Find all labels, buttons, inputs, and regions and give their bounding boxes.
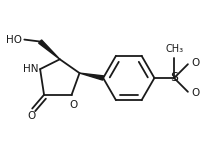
Text: O: O — [192, 58, 200, 68]
Text: HN: HN — [23, 64, 38, 74]
Text: HO: HO — [6, 35, 22, 45]
Text: O: O — [192, 88, 200, 98]
Text: S: S — [170, 71, 178, 85]
Polygon shape — [39, 40, 60, 59]
Polygon shape — [80, 73, 104, 80]
Text: O: O — [27, 110, 35, 121]
Text: O: O — [69, 100, 78, 110]
Text: CH₃: CH₃ — [165, 44, 183, 54]
